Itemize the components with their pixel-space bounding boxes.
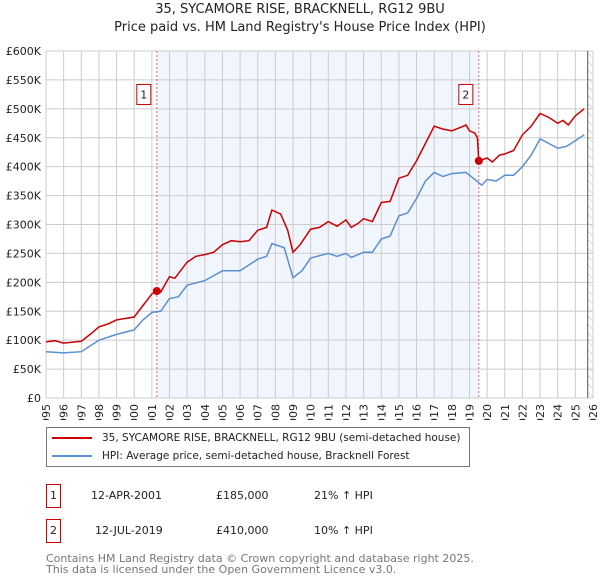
x-tick-label: 2015 [393, 404, 406, 420]
transaction-row: 2 12-JUL-2019 £410,000 10% ↑ HPI [46, 519, 546, 543]
legend-label-property: 35, SYCAMORE RISE, BRACKNELL, RG12 9BU (… [102, 432, 461, 444]
y-tick-label: £150K [6, 305, 42, 318]
marker-badge: 2 [46, 519, 61, 543]
x-tick-label: 2021 [499, 404, 512, 420]
x-tick-label: 2010 [305, 404, 318, 420]
footer-licence: This data is licensed under the Open Gov… [46, 563, 397, 576]
hpi-line [45, 134, 585, 354]
sale-label: 2 [462, 88, 469, 101]
x-tick-label: 2006 [234, 404, 247, 420]
x-tick-label: 2017 [428, 404, 441, 420]
sale-label-box [136, 83, 152, 105]
footer-copyright: Contains HM Land Registry data © Crown c… [46, 552, 474, 565]
y-tick-label: £300K [6, 219, 42, 232]
price-chart: 1995 1996 1997 1998 1999 2000 2001 2002 2003 2004… [6, 45, 600, 420]
legend-swatch-property [52, 437, 92, 439]
y-tick-label: £350K [6, 190, 42, 203]
x-tick-label: 2014 [375, 404, 388, 420]
transaction-row: 1 12-APR-2001 £185,000 21% ↑ HPI [46, 484, 546, 508]
legend-label-hpi: HPI: Average price, semi-detached house,… [102, 450, 410, 462]
y-tick-label: £250K [6, 247, 42, 260]
x-tick-label: 2005 [216, 404, 229, 420]
transaction-hpi: 21% ↑ HPI [314, 489, 373, 502]
sale-label: 1 [140, 88, 147, 101]
x-tick-label: 1996 [58, 404, 71, 420]
x-tick-label: 1998 [93, 404, 106, 420]
x-tick-label: 2024 [552, 404, 565, 420]
x-tick-label: 2009 [287, 404, 300, 420]
y-tick-label: £50K [13, 363, 42, 376]
x-tick-label: 2002 [164, 404, 177, 420]
x-tick-label: 2019 [463, 404, 476, 420]
x-tick-label: 2004 [199, 404, 212, 420]
x-tick-label: 2007 [252, 404, 265, 420]
x-tick-label: 1995 [40, 404, 53, 420]
x-tick-label: 2000 [128, 404, 141, 420]
y-tick-label: £550K [6, 74, 42, 87]
y-tick-label: £400K [6, 161, 42, 174]
footer: Contains HM Land Registry data © Crown c… [46, 553, 474, 575]
x-tick-label: 2026 [587, 404, 600, 420]
x-tick-label: 1997 [75, 404, 88, 420]
y-tick-label: £200K [6, 276, 42, 289]
legend-swatch-hpi [52, 455, 92, 457]
x-tick-label: 2003 [181, 404, 194, 420]
x-tick-label: 2011 [322, 404, 335, 420]
transaction-price: £410,000 [216, 524, 269, 537]
x-tick-label: 2001 [146, 404, 159, 420]
x-tick-label: 2008 [269, 404, 282, 420]
x-tick-label: 2012 [340, 404, 353, 420]
transaction-price: £185,000 [216, 489, 269, 502]
sale-label-box [458, 83, 474, 105]
marker-badge: 1 [46, 484, 61, 508]
y-tick-label: £100K [6, 334, 42, 347]
y-tick-label: £500K [6, 103, 42, 116]
x-tick-label: 2013 [358, 404, 371, 420]
transaction-date: 12-JUL-2019 [95, 524, 163, 537]
sale-point [474, 156, 483, 165]
x-tick-label: 2023 [534, 404, 547, 420]
y-tick-label: £600K [6, 45, 42, 58]
chart-subtitle: Price paid vs. HM Land Registry's House … [114, 20, 486, 35]
x-tick-label: 2020 [481, 404, 494, 420]
x-tick-label: 2022 [516, 404, 529, 420]
transaction-hpi: 10% ↑ HPI [314, 524, 373, 537]
chart-title: 35, SYCAMORE RISE, BRACKNELL, RG12 9BU [155, 2, 445, 17]
legend: 35, SYCAMORE RISE, BRACKNELL, RG12 9BU (… [46, 427, 470, 467]
y-tick-label: £450K [6, 132, 42, 145]
transaction-date: 12-APR-2001 [91, 489, 163, 502]
x-tick-label: 2016 [411, 404, 424, 420]
x-tick-label: 2025 [569, 404, 582, 420]
x-tick-label: 1999 [111, 404, 124, 420]
x-tick-label: 2018 [446, 404, 459, 420]
sale-point [152, 287, 161, 296]
y-tick-label: £0 [27, 392, 41, 405]
